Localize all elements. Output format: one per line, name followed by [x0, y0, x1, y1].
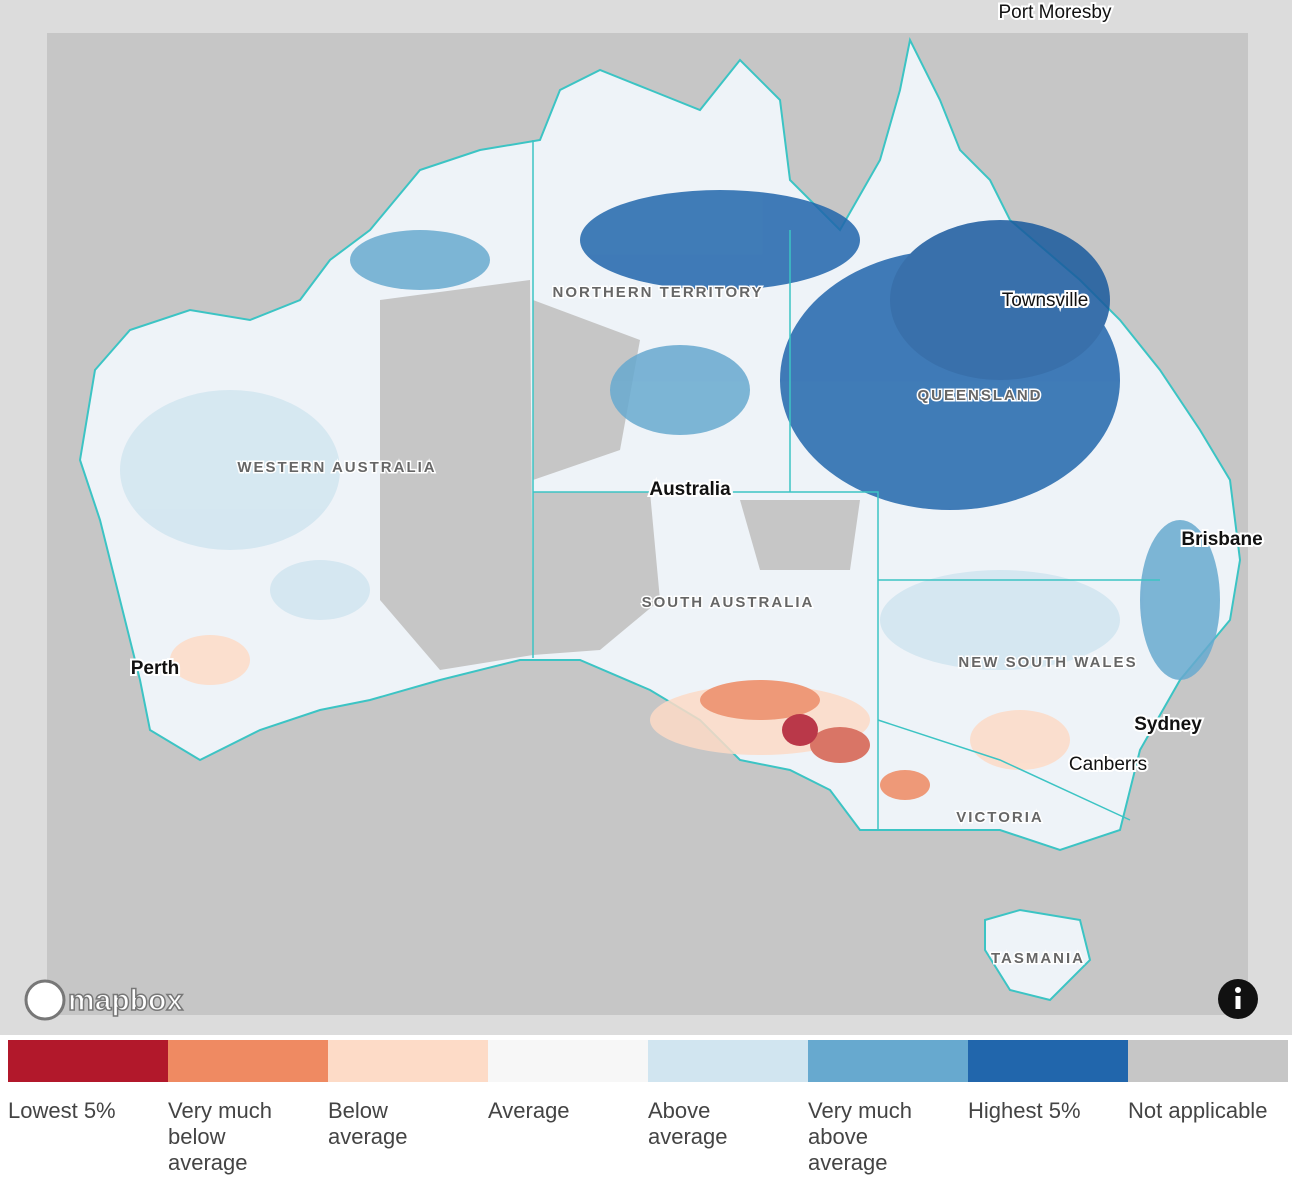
place-label: Brisbane: [1181, 529, 1262, 550]
mapbox-logo-icon: [24, 979, 66, 1021]
place-label: Townsville: [1002, 290, 1089, 311]
legend-label: Not applicable: [1128, 1098, 1268, 1123]
legend-swatch: [488, 1040, 648, 1082]
legend-item: Below average: [328, 1040, 488, 1150]
mapbox-logo[interactable]: mapbox: [67, 983, 184, 1018]
region-label: WESTERN AUSTRALIA: [237, 459, 436, 476]
legend-swatch: [8, 1040, 168, 1082]
legend-label: Average: [488, 1098, 570, 1123]
legend-item: Above average: [648, 1040, 808, 1150]
region-label: NEW SOUTH WALES: [958, 654, 1137, 671]
tasmania-land: [984, 908, 1092, 1002]
region-label: QUEENSLAND: [917, 387, 1042, 404]
info-button[interactable]: [1218, 979, 1258, 1019]
map: Port Moresby NORTHERN TERRITORY Townsvil…: [0, 0, 1292, 1035]
legend-swatch: [328, 1040, 488, 1082]
legend-swatch: [968, 1040, 1128, 1082]
legend-label: Very much below average: [168, 1098, 272, 1175]
legend-item: Not applicable: [1128, 1040, 1288, 1124]
state-borders: [532, 140, 1160, 830]
country-label: Australia: [649, 479, 731, 500]
region-label: TASMANIA: [991, 950, 1085, 967]
legend-swatch: [648, 1040, 808, 1082]
legend-label: Above average: [648, 1098, 728, 1149]
legend-item: Average: [488, 1040, 648, 1124]
legend-item: Highest 5%: [968, 1040, 1128, 1124]
legend-label: Below average: [328, 1098, 408, 1149]
place-label: Sydney: [1134, 714, 1202, 735]
place-label: Perth: [131, 658, 180, 679]
place-label: Canberrs: [1069, 754, 1147, 775]
legend-label: Highest 5%: [968, 1098, 1081, 1123]
legend-swatch: [1128, 1040, 1288, 1082]
legend-label: Very much above average: [808, 1098, 912, 1175]
legend-swatch: [168, 1040, 328, 1082]
region-label: VICTORIA: [956, 809, 1043, 826]
legend-item: Very much below average: [168, 1040, 328, 1176]
legend-item: Very much above average: [808, 1040, 968, 1176]
legend-item: Lowest 5%: [8, 1040, 168, 1124]
legend-label: Lowest 5%: [8, 1098, 116, 1123]
not-applicable-areas: [380, 280, 860, 670]
region-label: SOUTH AUSTRALIA: [642, 594, 815, 611]
legend-swatch: [808, 1040, 968, 1082]
place-label: Port Moresby: [999, 2, 1112, 23]
region-label: NORTHERN TERRITORY: [552, 284, 763, 301]
